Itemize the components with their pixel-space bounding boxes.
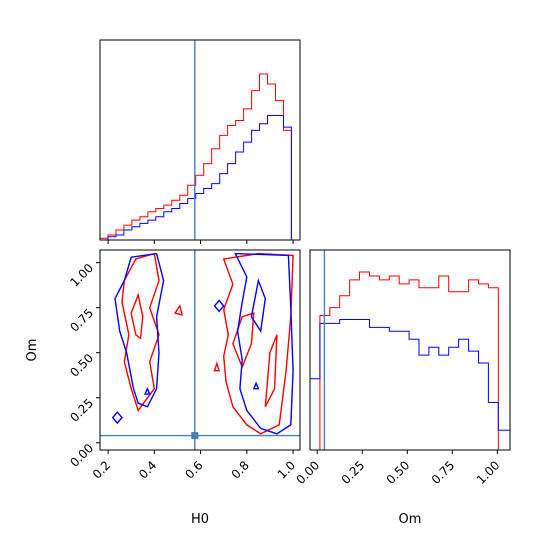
contour-red-inner-1 [130,292,144,340]
y-axis-label-om: Om [25,339,40,362]
h0-xtick-label: 0.2 [90,458,113,481]
om-ytick-label: 0.50 [67,351,96,380]
x-axis-label-om: Om [399,512,422,527]
om-xtick-label: 0.50 [384,458,413,487]
h0-xtick-label: 0.4 [136,458,159,481]
om-xtick-label: 1.00 [474,458,503,487]
contour-group [111,252,294,435]
truth-marker [191,432,199,440]
h0-xtick-label: 0.8 [229,458,252,481]
contour-red-inner-5 [173,304,184,316]
om-ytick-label: 0.00 [67,441,96,470]
h0-hist-series-red [99,73,300,241]
om-xtick-label: 0.00 [294,458,323,487]
contour-blue-outer-8 [234,252,294,435]
h0-hist-frame [99,39,301,241]
om-hist-frame [309,249,511,451]
om-xtick-label: 0.75 [429,458,458,487]
x-axis-label-h0: H0 [191,512,209,527]
contour-red-inner-6 [213,361,221,372]
contour-blue-outer-7 [114,252,165,408]
h0-histogram-panel [99,39,301,244]
om-hist-series-blue [309,319,511,450]
om-ytick-label: 0.75 [67,306,96,335]
contour-blue-inner-11 [213,299,225,313]
contour-blue-inner-13 [144,386,151,395]
om-xtick-label: 0.25 [339,458,368,487]
contour-red-inner-3 [232,312,255,370]
contour-blue-inner-12 [252,381,260,390]
h0-om-contour-panel: 0.2 0.4 0.6 0.8 1.00.000.250.500.751.00 [67,249,301,482]
contour-red-outer-0 [121,252,160,412]
contour-blue-inner-10 [111,411,123,425]
contour-blue-inner-9 [250,278,267,334]
om-histogram-panel: 0.00 0.25 0.50 0.75 1.00 [294,249,511,487]
h0-hist-series-blue [100,115,300,241]
om-ytick-label: 1.00 [67,261,96,290]
om-hist-series-red [310,271,510,451]
contour-frame [99,249,301,451]
om-ytick-label: 0.25 [67,396,96,425]
contour-red-outer-2 [222,252,294,435]
h0-xtick-label: 0.6 [182,458,205,481]
contour-red-inner-4 [264,334,278,408]
